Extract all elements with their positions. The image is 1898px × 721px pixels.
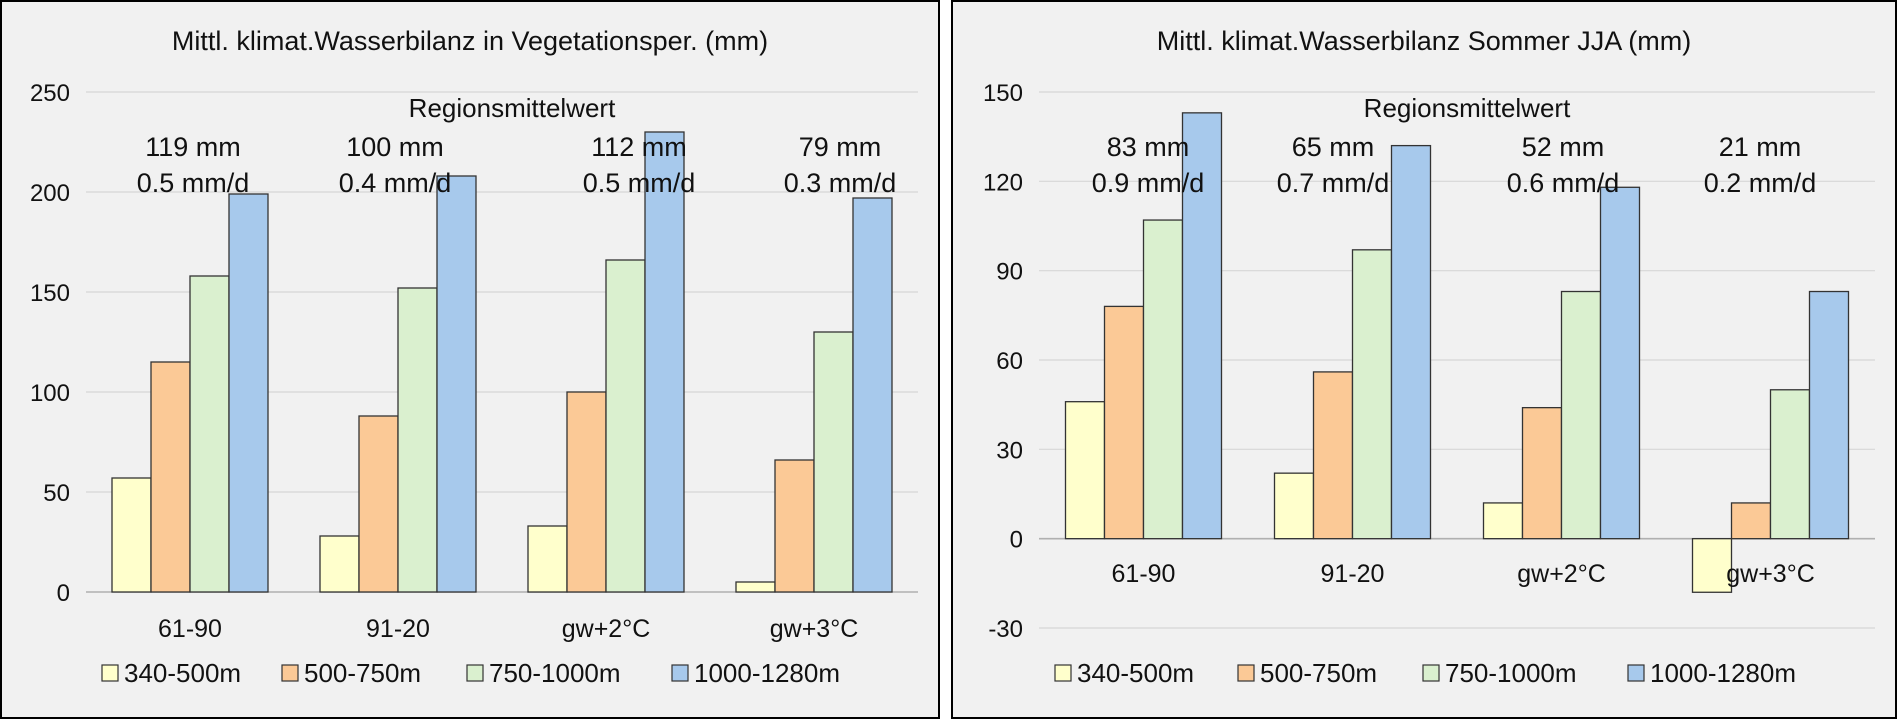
annotation-rate: 0.5 mm/d xyxy=(137,168,250,198)
y-tick-label: 120 xyxy=(983,169,1023,196)
annotation-total: 79 mm xyxy=(799,132,882,162)
bar xyxy=(1730,502,1772,540)
bar xyxy=(605,259,646,593)
annotation-total: 119 mm xyxy=(145,132,241,162)
chart-title: Mittl. klimat.Wasserbilanz in Vegetation… xyxy=(172,26,768,56)
y-tick-label: 0 xyxy=(57,580,70,607)
legend-label: 1000-1280m xyxy=(1650,658,1796,688)
annotation-rate: 0.6 mm/d xyxy=(1507,168,1620,198)
legend-swatch xyxy=(1054,664,1072,682)
annotation-total: 100 mm xyxy=(346,132,444,162)
category-label: gw+2°C xyxy=(1517,560,1606,588)
y-tick-label: 150 xyxy=(30,280,70,307)
legend-label: 750-1000m xyxy=(1445,658,1577,688)
bar xyxy=(436,175,477,593)
annotation-title: Regionsmittelwert xyxy=(409,93,616,123)
bar xyxy=(852,197,893,593)
chart-title: Mittl. klimat.Wasserbilanz Sommer JJA (m… xyxy=(1157,26,1692,56)
y-tick-label: 90 xyxy=(996,259,1023,286)
bar xyxy=(150,361,191,593)
category-label: gw+3°C xyxy=(1726,560,1815,588)
bar xyxy=(1390,144,1432,540)
category-label: gw+3°C xyxy=(770,615,859,643)
legend-label: 500-750m xyxy=(304,658,421,688)
bar xyxy=(774,459,815,593)
chart-panel-vegetation: Mittl. klimat.Wasserbilanz in Vegetation… xyxy=(0,0,940,719)
y-tick-label: 0 xyxy=(1010,527,1023,554)
annotation-rate: 0.9 mm/d xyxy=(1092,168,1205,198)
legend-swatch xyxy=(281,664,299,682)
bar xyxy=(1312,371,1354,540)
legend-swatch xyxy=(466,664,484,682)
annotation-rate: 0.4 mm/d xyxy=(339,168,452,198)
y-tick-label: 250 xyxy=(30,80,70,107)
bar xyxy=(644,131,685,593)
y-tick-label: 150 xyxy=(983,80,1023,107)
bar xyxy=(1351,249,1393,540)
bar xyxy=(1691,538,1733,593)
annotation-rate: 0.7 mm/d xyxy=(1277,168,1390,198)
annotation-total: 83 mm xyxy=(1107,132,1190,162)
bar xyxy=(1273,472,1315,540)
bar xyxy=(358,415,399,593)
category-label: 91-20 xyxy=(1321,560,1385,588)
legend-swatch xyxy=(671,664,689,682)
bar xyxy=(1599,186,1641,540)
bar xyxy=(1521,406,1563,540)
category-label: 61-90 xyxy=(1112,560,1176,588)
y-tick-label: 200 xyxy=(30,180,70,207)
bar xyxy=(1560,290,1602,540)
bar xyxy=(1181,112,1223,540)
annotation-rate: 0.5 mm/d xyxy=(583,168,696,198)
bar xyxy=(228,193,269,593)
bar xyxy=(566,391,607,593)
bar xyxy=(1769,389,1811,540)
bar xyxy=(189,275,230,593)
legend-label: 340-500m xyxy=(1077,658,1194,688)
annotation-total: 21 mm xyxy=(1719,132,1802,162)
legend-label: 1000-1280m xyxy=(694,658,840,688)
annotation-total: 65 mm xyxy=(1292,132,1375,162)
y-tick-label: 50 xyxy=(43,480,70,507)
y-tick-label: 30 xyxy=(996,437,1023,464)
category-label: 61-90 xyxy=(158,615,222,643)
annotation-rate: 0.2 mm/d xyxy=(1704,168,1817,198)
bar xyxy=(397,287,438,593)
annotation-total: 112 mm xyxy=(591,132,687,162)
legend-swatch xyxy=(1627,664,1645,682)
annotation-total: 52 mm xyxy=(1522,132,1605,162)
bar xyxy=(1064,401,1106,540)
bar xyxy=(1482,502,1524,540)
legend-label: 500-750m xyxy=(1260,658,1377,688)
legend-label: 340-500m xyxy=(124,658,241,688)
y-tick-label: -30 xyxy=(988,616,1023,643)
bar xyxy=(1142,219,1184,540)
annotation-title: Regionsmittelwert xyxy=(1364,93,1571,123)
legend-label: 750-1000m xyxy=(489,658,621,688)
category-label: gw+2°C xyxy=(562,615,651,643)
bar xyxy=(527,525,568,593)
bar xyxy=(319,535,360,593)
bar xyxy=(111,477,152,593)
legend-swatch xyxy=(101,664,119,682)
annotation-rate: 0.3 mm/d xyxy=(784,168,897,198)
bar xyxy=(1103,305,1145,540)
y-tick-label: 100 xyxy=(30,380,70,407)
chart-vegetation: Mittl. klimat.Wasserbilanz in Vegetation… xyxy=(30,26,918,688)
y-tick-label: 60 xyxy=(996,348,1023,375)
bar xyxy=(1808,290,1850,540)
legend-swatch xyxy=(1422,664,1440,682)
chart-summer-jja: Mittl. klimat.Wasserbilanz Sommer JJA (m… xyxy=(983,26,1875,688)
bar xyxy=(735,581,776,593)
category-label: 91-20 xyxy=(366,615,430,643)
legend-swatch xyxy=(1237,664,1255,682)
bar xyxy=(813,331,854,593)
chart-panel-summer: Mittl. klimat.Wasserbilanz Sommer JJA (m… xyxy=(951,0,1897,719)
